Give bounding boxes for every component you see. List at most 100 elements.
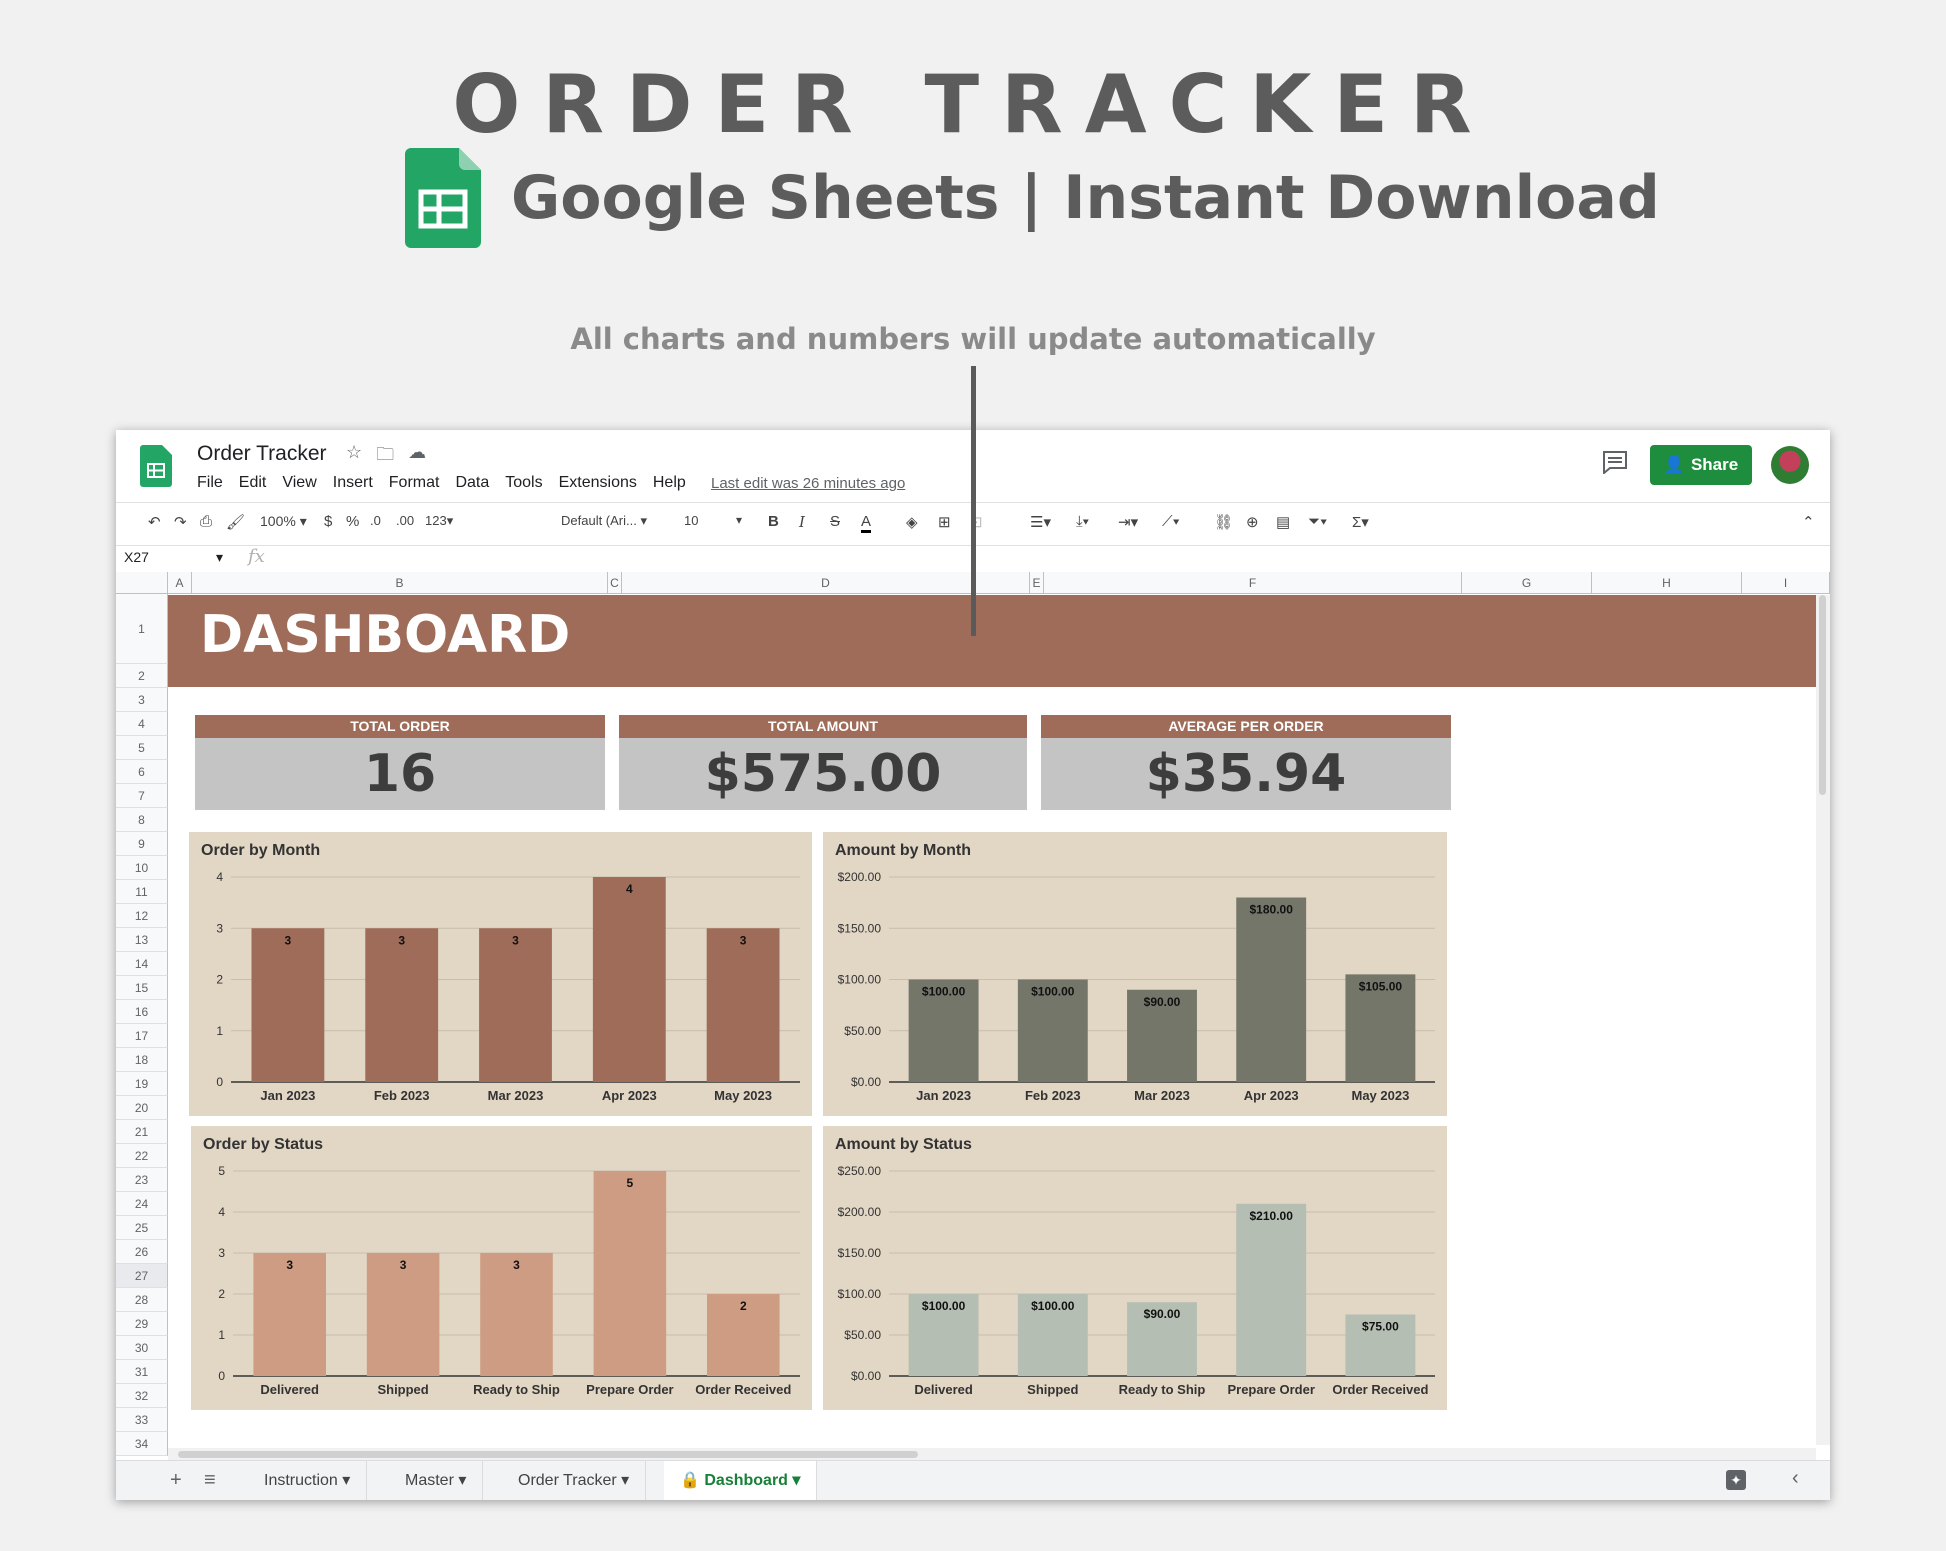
row-header-3[interactable]: 3	[116, 688, 168, 712]
filter-icon[interactable]: ⏷▾	[1308, 513, 1328, 530]
horizontal-align-icon[interactable]: ☰▾	[1030, 514, 1051, 531]
explore-icon[interactable]: ✦	[1726, 1470, 1746, 1490]
text-wrap-icon[interactable]: ⇥▾	[1118, 514, 1139, 531]
row-header-1[interactable]: 1	[116, 594, 168, 664]
column-header-g[interactable]: G	[1462, 572, 1592, 594]
menu-format[interactable]: Format	[388, 474, 440, 491]
insert-link-icon[interactable]: ⛓	[1214, 514, 1234, 531]
row-header-21[interactable]: 21	[116, 1120, 168, 1144]
column-header-a[interactable]: A	[168, 572, 192, 594]
select-all-corner[interactable]	[116, 572, 168, 594]
column-header-c[interactable]: C	[608, 572, 622, 594]
zoom-select[interactable]: 100% ▾	[260, 513, 307, 529]
row-header-34[interactable]: 34	[116, 1432, 168, 1456]
vertical-align-icon[interactable]: ⤓▾	[1076, 513, 1089, 530]
menu-insert[interactable]: Insert	[332, 474, 373, 491]
paint-format-icon[interactable]: 🖌	[226, 514, 246, 531]
row-header-32[interactable]: 32	[116, 1384, 168, 1408]
row-header-23[interactable]: 23	[116, 1168, 168, 1192]
comment-history-icon[interactable]	[1602, 450, 1628, 474]
column-header-e[interactable]: E	[1030, 572, 1044, 594]
column-header-f[interactable]: F	[1044, 572, 1462, 594]
font-size-dropdown-icon[interactable]: ▾	[736, 513, 743, 527]
row-header-24[interactable]: 24	[116, 1192, 168, 1216]
row-header-4[interactable]: 4	[116, 712, 168, 736]
row-header-2[interactable]: 2	[116, 664, 168, 688]
row-header-31[interactable]: 31	[116, 1360, 168, 1384]
row-header-22[interactable]: 22	[116, 1144, 168, 1168]
menu-file[interactable]: File	[197, 474, 223, 491]
undo-icon[interactable]: ↶	[148, 514, 161, 531]
menu-help[interactable]: Help	[652, 474, 686, 491]
insert-comment-icon[interactable]: ⊕	[1246, 514, 1259, 531]
text-color-button[interactable]: A	[861, 513, 872, 533]
font-size-select[interactable]: 10	[684, 513, 699, 528]
name-box[interactable]: X27 ▾	[124, 549, 224, 565]
redo-icon[interactable]: ↷	[174, 514, 187, 531]
row-header-5[interactable]: 5	[116, 736, 168, 760]
column-header-b[interactable]: B	[192, 572, 608, 594]
row-header-17[interactable]: 17	[116, 1024, 168, 1048]
column-header-i[interactable]: I	[1742, 572, 1830, 594]
font-family-select[interactable]: Default (Ari... ▾	[561, 513, 647, 528]
tab-master[interactable]: Master ▾	[389, 1461, 484, 1500]
decrease-decimal-button[interactable]: .0	[370, 513, 381, 528]
more-formats-button[interactable]: 123▾	[425, 513, 454, 528]
chart-amount-by-status[interactable]: $0.00 $50.00 $100.00 $150.00 $200.00 $250.00 $…	[823, 1126, 1447, 1410]
row-header-11[interactable]: 11	[116, 880, 168, 904]
chart-order-by-status[interactable]: 0 1 2 3 4 5 3 Delivered 3 Shipped 3 Ready to Ship 5 P…	[191, 1126, 812, 1410]
row-header-19[interactable]: 19	[116, 1072, 168, 1096]
move-folder-icon[interactable]: 🗀	[376, 444, 395, 464]
chart-order-by-month[interactable]: 0 1 2 3 4 3 Jan 2023 3 Feb 2023 3 Mar 2023 4 Apr 202…	[189, 832, 812, 1116]
menu-data[interactable]: Data	[455, 474, 490, 491]
functions-button[interactable]: Σ▾	[1352, 514, 1369, 531]
sheets-home-icon[interactable]	[140, 445, 172, 487]
fill-color-icon[interactable]: ◈	[906, 514, 918, 531]
row-header-9[interactable]: 9	[116, 832, 168, 856]
row-header-8[interactable]: 8	[116, 808, 168, 832]
row-header-18[interactable]: 18	[116, 1048, 168, 1072]
row-header-16[interactable]: 16	[116, 1000, 168, 1024]
tab-order-tracker[interactable]: Order Tracker ▾	[502, 1461, 647, 1500]
row-header-10[interactable]: 10	[116, 856, 168, 880]
vertical-scrollbar-thumb[interactable]	[1819, 595, 1826, 795]
avatar[interactable]	[1771, 446, 1809, 484]
chart-amount-by-month[interactable]: $0.00 $50.00 $100.00 $150.00 $200.00 $100.00 J…	[823, 832, 1447, 1116]
row-header-33[interactable]: 33	[116, 1408, 168, 1432]
column-header-d[interactable]: D	[622, 572, 1030, 594]
collapse-toolbar-icon[interactable]: ⌃	[1802, 514, 1815, 531]
row-header-15[interactable]: 15	[116, 976, 168, 1000]
row-header-13[interactable]: 13	[116, 928, 168, 952]
star-icon[interactable]: ☆	[346, 442, 363, 462]
borders-icon[interactable]: ⊞	[938, 514, 951, 531]
tab-dashboard[interactable]: 🔒 Dashboard ▾	[664, 1461, 818, 1500]
currency-format-button[interactable]: $	[324, 513, 333, 530]
menu-view[interactable]: View	[282, 474, 317, 491]
row-header-12[interactable]: 12	[116, 904, 168, 928]
column-header-h[interactable]: H	[1592, 572, 1742, 594]
share-button[interactable]: 👤 Share	[1650, 445, 1752, 485]
row-header-20[interactable]: 20	[116, 1096, 168, 1120]
add-sheet-icon[interactable]: +	[170, 1469, 182, 1491]
horizontal-scrollbar-thumb[interactable]	[178, 1451, 918, 1458]
menu-edit[interactable]: Edit	[238, 474, 267, 491]
strikethrough-button[interactable]: S	[830, 513, 841, 530]
cloud-status-icon[interactable]: ☁	[408, 442, 427, 462]
row-header-28[interactable]: 28	[116, 1288, 168, 1312]
last-edit-link[interactable]: Last edit was 26 minutes ago	[711, 475, 906, 492]
all-sheets-icon[interactable]: ≡	[204, 1469, 216, 1491]
row-header-25[interactable]: 25	[116, 1216, 168, 1240]
percent-format-button[interactable]: %	[346, 513, 360, 530]
row-header-14[interactable]: 14	[116, 952, 168, 976]
row-header-30[interactable]: 30	[116, 1336, 168, 1360]
insert-chart-icon[interactable]: ▤	[1276, 514, 1291, 531]
menu-extensions[interactable]: Extensions	[558, 474, 637, 491]
increase-decimal-button[interactable]: .00	[396, 513, 415, 528]
row-header-26[interactable]: 26	[116, 1240, 168, 1264]
document-title[interactable]: Order Tracker	[197, 442, 327, 465]
menu-tools[interactable]: Tools	[505, 474, 543, 491]
row-header-27[interactable]: 27	[116, 1264, 168, 1288]
row-header-6[interactable]: 6	[116, 760, 168, 784]
print-icon[interactable]: ⎙	[200, 513, 213, 530]
italic-button[interactable]: I	[799, 513, 805, 531]
